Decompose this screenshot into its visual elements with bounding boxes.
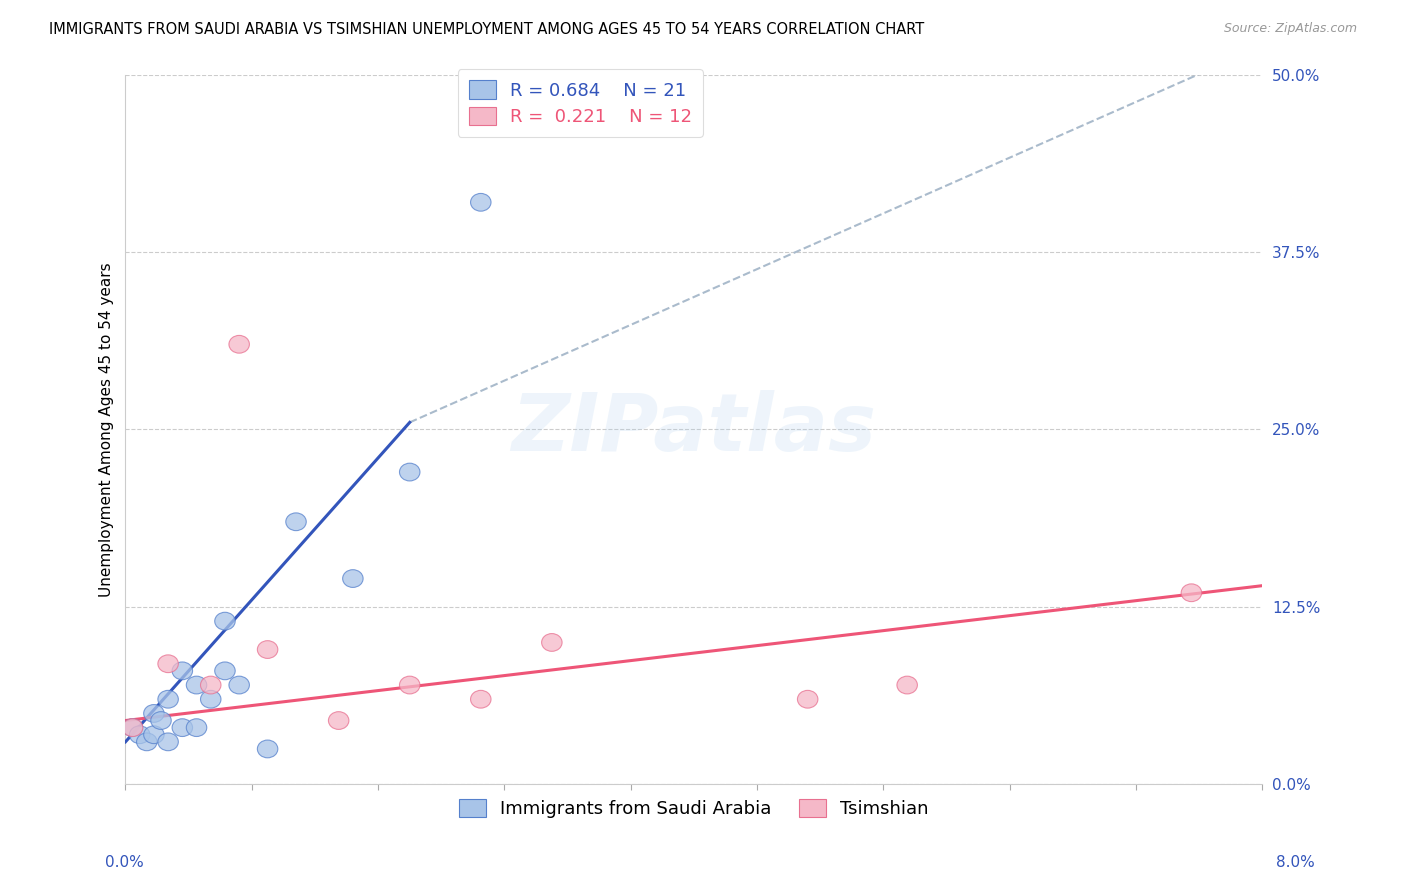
Ellipse shape — [157, 690, 179, 708]
Ellipse shape — [136, 733, 157, 751]
Text: IMMIGRANTS FROM SAUDI ARABIA VS TSIMSHIAN UNEMPLOYMENT AMONG AGES 45 TO 54 YEARS: IMMIGRANTS FROM SAUDI ARABIA VS TSIMSHIA… — [49, 22, 925, 37]
Ellipse shape — [343, 570, 363, 588]
Ellipse shape — [201, 690, 221, 708]
Ellipse shape — [143, 705, 165, 723]
Ellipse shape — [172, 662, 193, 680]
Ellipse shape — [187, 719, 207, 737]
Ellipse shape — [399, 676, 420, 694]
Ellipse shape — [471, 194, 491, 211]
Ellipse shape — [157, 733, 179, 751]
Ellipse shape — [150, 712, 172, 730]
Text: Source: ZipAtlas.com: Source: ZipAtlas.com — [1223, 22, 1357, 36]
Y-axis label: Unemployment Among Ages 45 to 54 years: Unemployment Among Ages 45 to 54 years — [100, 262, 114, 597]
Ellipse shape — [215, 612, 235, 630]
Legend: Immigrants from Saudi Arabia, Tsimshian: Immigrants from Saudi Arabia, Tsimshian — [451, 791, 936, 825]
Ellipse shape — [797, 690, 818, 708]
Ellipse shape — [471, 690, 491, 708]
Ellipse shape — [157, 655, 179, 673]
Ellipse shape — [215, 662, 235, 680]
Ellipse shape — [229, 676, 249, 694]
Ellipse shape — [122, 719, 143, 737]
Ellipse shape — [1181, 584, 1202, 601]
Ellipse shape — [129, 726, 150, 744]
Ellipse shape — [399, 463, 420, 481]
Ellipse shape — [172, 719, 193, 737]
Ellipse shape — [201, 676, 221, 694]
Text: 0.0%: 0.0% — [105, 855, 145, 870]
Ellipse shape — [541, 633, 562, 651]
Text: 8.0%: 8.0% — [1275, 855, 1315, 870]
Text: ZIPatlas: ZIPatlas — [512, 391, 876, 468]
Ellipse shape — [229, 335, 249, 353]
Ellipse shape — [122, 719, 143, 737]
Ellipse shape — [187, 676, 207, 694]
Ellipse shape — [285, 513, 307, 531]
Ellipse shape — [329, 712, 349, 730]
Ellipse shape — [257, 740, 278, 758]
Ellipse shape — [143, 726, 165, 744]
Ellipse shape — [257, 640, 278, 658]
Ellipse shape — [897, 676, 917, 694]
